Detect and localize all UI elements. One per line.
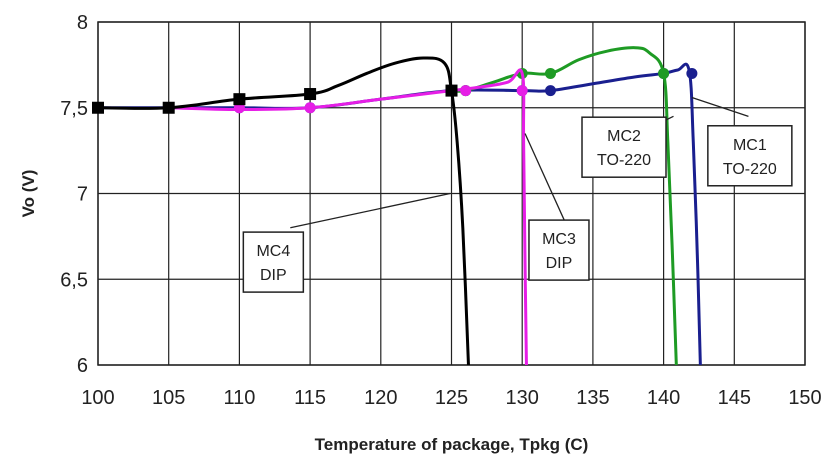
x-tick-label: 125	[435, 387, 468, 409]
y-tick-label: 6	[77, 355, 88, 377]
callout-leader	[524, 133, 566, 222]
x-tick-label: 115	[294, 387, 326, 409]
series-1	[451, 46, 678, 366]
x-tick-label: 120	[364, 387, 397, 409]
data-point	[445, 84, 458, 97]
x-tick-label: 145	[718, 387, 751, 409]
x-axis-ticks: 100 105 110 115 120 125 130 135 140 145 150	[81, 387, 821, 409]
data-point	[544, 67, 556, 79]
callout-text: TO-220	[723, 161, 777, 178]
callout-text: DIP	[260, 267, 287, 284]
callout-box	[242, 231, 305, 293]
callout-box	[707, 125, 793, 187]
callout-2: MC3 DIP	[524, 133, 590, 281]
series-line	[451, 46, 678, 366]
data-point	[544, 85, 556, 97]
callout-box	[528, 219, 590, 281]
series-line	[168, 68, 528, 366]
callout-text: TO-220	[597, 152, 651, 169]
data-point	[686, 67, 698, 79]
series-2	[168, 68, 528, 366]
callout-text: DIP	[546, 255, 573, 272]
y-tick-label: 6,5	[60, 269, 88, 291]
data-point	[460, 85, 472, 97]
callout-leader	[691, 96, 749, 117]
plot-frame	[97, 21, 806, 366]
series-3	[92, 56, 470, 366]
callout-text: MC4	[256, 243, 290, 260]
callout-text: MC1	[733, 137, 767, 154]
data-point	[516, 85, 528, 97]
callout-box	[581, 116, 667, 178]
data-point	[233, 93, 246, 106]
y-tick-label: 8	[77, 12, 88, 34]
y-tick-label: 7,5	[60, 98, 88, 120]
callout-1: MC2 TO-220	[581, 115, 674, 178]
series-line	[97, 56, 470, 366]
callout-0: MC1 TO-220	[691, 96, 793, 187]
callout-text: MC3	[542, 231, 576, 248]
data-point	[304, 102, 316, 114]
x-tick-label: 130	[506, 387, 539, 409]
x-tick-label: 140	[647, 387, 680, 409]
callout-leader	[290, 192, 451, 229]
callout-3: MC4 DIP	[242, 192, 451, 293]
x-tick-label: 110	[223, 387, 255, 409]
data-point	[658, 67, 670, 79]
y-axis-label: Vo (V)	[19, 170, 38, 218]
y-axis-ticks: 6 6,5 7 7,5 8	[60, 12, 88, 377]
data-point	[92, 101, 104, 114]
x-axis-label: Temperature of package, Tpkg (C)	[315, 435, 589, 454]
y-tick-label: 7	[77, 184, 88, 206]
annotation-group: MC1 TO-220 MC2 TO-220 MC3 DIP MC4 DIP	[242, 96, 793, 293]
data-point	[304, 88, 317, 101]
x-tick-label: 135	[576, 387, 609, 409]
data-point	[162, 101, 175, 114]
x-tick-label: 105	[152, 387, 185, 409]
callout-text: MC2	[607, 128, 641, 145]
x-tick-label: 100	[81, 387, 114, 409]
grid	[97, 21, 806, 366]
series-group	[92, 46, 702, 366]
x-tick-label: 150	[788, 387, 821, 409]
